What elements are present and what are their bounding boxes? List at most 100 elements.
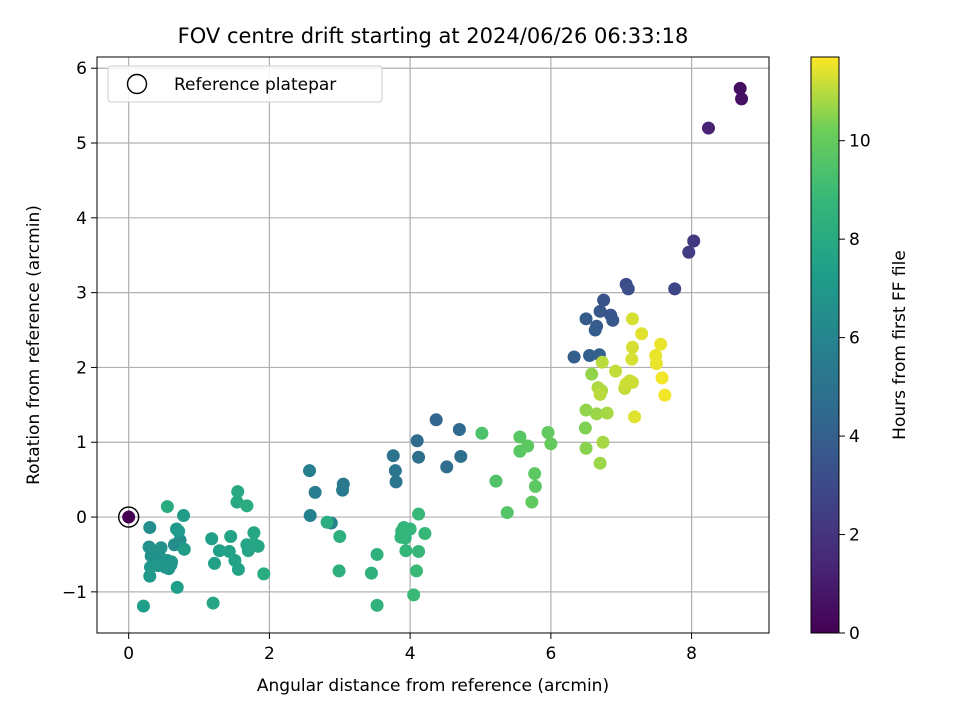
- data-point: [521, 439, 535, 453]
- data-point: [625, 375, 639, 389]
- chart-title: FOV centre drift starting at 2024/06/26 …: [178, 24, 689, 48]
- data-point: [412, 544, 426, 558]
- data-point: [593, 304, 607, 318]
- y-tick-label: 4: [76, 209, 87, 229]
- data-point: [452, 423, 466, 437]
- data-point: [621, 282, 635, 296]
- data-point: [205, 532, 219, 546]
- grid-lines: [97, 57, 769, 633]
- colorbar-gradient: [810, 56, 840, 634]
- data-point: [578, 421, 592, 435]
- data-point: [635, 327, 649, 341]
- legend-entry-label: Reference platepar: [174, 75, 336, 95]
- data-point: [585, 367, 599, 381]
- colorbar: 0 2 4 6 8 10 Hours from first FF file: [810, 56, 910, 644]
- colorbar-label: Hours from first FF file: [890, 250, 910, 440]
- data-point: [567, 350, 581, 364]
- data-point: [588, 323, 602, 337]
- data-point: [596, 435, 610, 449]
- y-axis-ticks: −1 0 1 2 3 4 5 6: [62, 59, 97, 603]
- data-point: [162, 562, 176, 576]
- data-point: [440, 460, 454, 474]
- data-point: [303, 509, 317, 523]
- x-tick-label: 4: [405, 644, 416, 664]
- data-point: [410, 434, 424, 448]
- data-point: [394, 530, 408, 544]
- data-point: [418, 527, 432, 541]
- data-point: [177, 509, 191, 523]
- data-point: [143, 569, 157, 583]
- data-point: [257, 567, 271, 581]
- data-point: [136, 599, 150, 613]
- data-point: [701, 121, 715, 135]
- data-point: [649, 357, 663, 371]
- data-point: [143, 521, 157, 535]
- data-point: [332, 564, 346, 578]
- data-point: [167, 538, 181, 552]
- data-point: [399, 544, 413, 558]
- data-point: [389, 475, 403, 489]
- data-point: [212, 544, 226, 558]
- data-point: [370, 598, 384, 612]
- legend-box: [107, 65, 383, 103]
- data-point: [682, 245, 696, 259]
- y-tick-label: 1: [76, 433, 87, 453]
- data-point: [388, 464, 402, 478]
- data-point: [625, 312, 639, 326]
- data-point: [364, 566, 378, 580]
- data-point: [500, 506, 514, 520]
- data-points: [136, 81, 749, 613]
- colorbar-tick-label: 10: [849, 132, 871, 152]
- data-point: [251, 539, 265, 553]
- data-point: [595, 355, 609, 369]
- data-point: [528, 467, 542, 481]
- plot-frame: [96, 56, 770, 634]
- data-point: [370, 547, 384, 561]
- legend: Reference platepar: [107, 65, 383, 103]
- x-tick-label: 8: [686, 644, 697, 664]
- data-point: [579, 441, 593, 455]
- data-point: [170, 580, 184, 594]
- data-point: [655, 371, 669, 385]
- reference-point: [122, 510, 136, 524]
- colorbar-tick-label: 6: [849, 329, 860, 349]
- data-point: [606, 313, 620, 327]
- data-point: [412, 507, 426, 521]
- y-tick-label: 0: [76, 508, 87, 528]
- data-point: [593, 456, 607, 470]
- data-point: [154, 541, 168, 555]
- data-point: [735, 92, 749, 106]
- x-tick-label: 2: [264, 644, 275, 664]
- data-point: [231, 562, 245, 576]
- data-point: [668, 282, 682, 296]
- colorbar-tick-label: 0: [849, 624, 860, 644]
- x-axis-label: Angular distance from reference (arcmin): [257, 676, 609, 696]
- data-point: [541, 426, 555, 440]
- data-point: [544, 437, 558, 451]
- data-point: [597, 293, 611, 307]
- colorbar-ticks: 0 2 4 6 8 10: [839, 132, 871, 644]
- data-point: [247, 526, 261, 540]
- data-point: [231, 485, 245, 499]
- y-tick-label: 3: [76, 284, 87, 304]
- colorbar-tick-label: 4: [849, 427, 860, 447]
- data-point: [513, 430, 527, 444]
- data-point: [409, 564, 423, 578]
- data-point: [308, 485, 322, 499]
- data-point: [590, 407, 604, 421]
- data-point: [528, 479, 542, 493]
- data-point: [177, 542, 191, 556]
- data-point: [303, 464, 317, 478]
- data-point: [160, 500, 174, 514]
- data-point: [224, 530, 238, 544]
- y-tick-label: 2: [76, 358, 87, 378]
- data-point: [333, 530, 347, 544]
- data-point: [172, 524, 186, 538]
- data-point: [625, 352, 639, 366]
- data-point: [386, 449, 400, 463]
- y-axis-label: Rotation from reference (arcmin): [24, 205, 44, 485]
- data-point: [407, 588, 421, 602]
- legend-marker-icon: [126, 73, 148, 95]
- colorbar-tick-label: 8: [849, 230, 860, 250]
